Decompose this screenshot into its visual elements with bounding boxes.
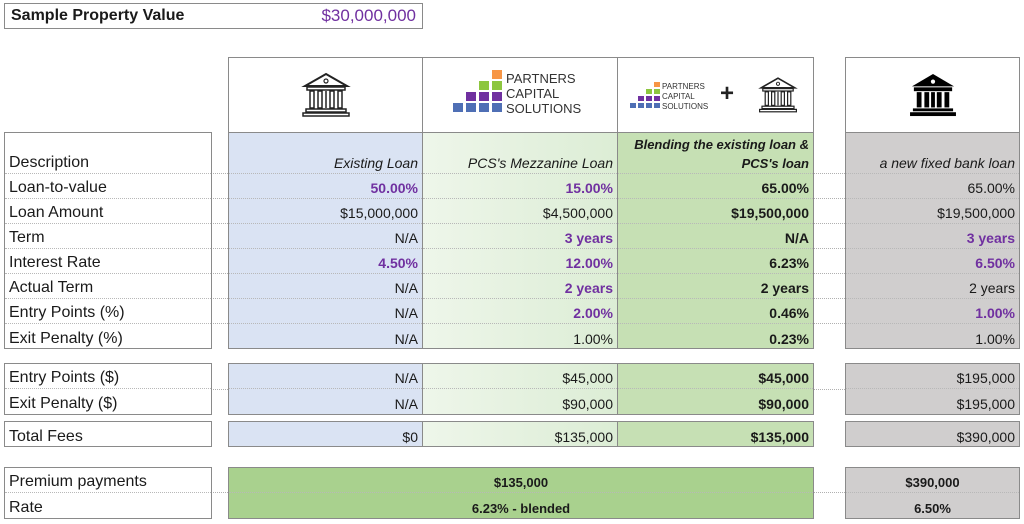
existing-total-box: $0	[228, 421, 423, 447]
bank-interest-rate: 6.50%	[846, 249, 1019, 274]
blended-term: N/A	[618, 224, 813, 249]
bank-loan-column: a new fixed bank loan 65.00% $19,500,000…	[845, 132, 1020, 349]
pcs-logo-text: PARTNERS CAPITAL SOLUTIONS	[506, 71, 582, 116]
pcs-total-fees: $135,000	[554, 429, 613, 445]
existing-entry-points-dollar: N/A	[229, 364, 422, 389]
label-exit-penalty-dollar: Exit Penalty ($)	[9, 395, 118, 412]
label-description: Description	[5, 149, 211, 174]
blended-rate: 6.23% - blended	[471, 501, 571, 516]
bank-exit-penalty-dollar: $195,000	[956, 396, 1015, 412]
label-loan-amount: Loan Amount	[5, 199, 211, 224]
header-bank-loan	[845, 57, 1020, 133]
label-loan-to-value: Loan-to-value	[5, 174, 211, 199]
bank-entry-points-dollar: $195,000	[846, 364, 1019, 389]
pcs-entry-points-dollar: $45,000	[423, 364, 617, 389]
existing-total-fees: $0	[402, 429, 418, 445]
pcs-entry-points-pct: 2.00%	[423, 299, 617, 324]
bank-total-box: $390,000	[845, 421, 1020, 447]
bank-summary: $390,000 6.50%	[845, 467, 1020, 519]
sample-property-label: Sample Property Value	[11, 7, 185, 24]
label-interest-rate: Interest Rate	[5, 249, 211, 274]
bank-rate: 6.50%	[914, 501, 951, 516]
fees-labels: Entry Points ($) Exit Penalty ($)	[4, 363, 212, 415]
existing-ltv: 50.00%	[229, 174, 422, 199]
bank-ltv: 65.00%	[846, 174, 1019, 199]
bank-fees: $195,000 $195,000	[845, 363, 1020, 415]
header-pcs-logo: PARTNERS CAPITAL SOLUTIONS	[422, 57, 618, 133]
pcs-exit-penalty-dollar: $90,000	[562, 396, 613, 412]
blended-interest-rate: 6.23%	[618, 249, 813, 274]
pcs-total-box: $135,000	[422, 421, 618, 447]
existing-entry-points-pct: N/A	[229, 299, 422, 324]
header-blended: PARTNERS CAPITAL SOLUTIONS +	[617, 57, 814, 133]
label-premium-payments: Premium payments	[5, 468, 211, 493]
labels-column: Description Loan-to-value Loan Amount Te…	[4, 132, 212, 349]
existing-fees: N/A N/A	[228, 363, 423, 415]
bank-entry-points-pct: 1.00%	[846, 299, 1019, 324]
label-exit-penalty-pct: Exit Penalty (%)	[9, 330, 123, 347]
existing-actual-term: N/A	[229, 274, 422, 299]
bank-loan-amount: $19,500,000	[846, 199, 1019, 224]
existing-exit-penalty-dollar: N/A	[394, 396, 418, 412]
label-rate: Rate	[9, 499, 43, 516]
label-term: Term	[5, 224, 211, 249]
bank-icon-filled	[909, 73, 956, 117]
existing-loan-amount: $15,000,000	[229, 199, 422, 224]
existing-loan-column: Existing Loan 50.00% $15,000,000 N/A 4.5…	[228, 132, 423, 349]
bank-actual-term: 2 years	[846, 274, 1019, 299]
label-entry-points-pct: Entry Points (%)	[5, 299, 211, 324]
bank-premium-payments: $390,000	[846, 468, 1019, 493]
existing-term: N/A	[229, 224, 422, 249]
blended-loan-column: Blending the existing loan & PCS's loan …	[617, 132, 814, 349]
blended-total-fees: $135,000	[750, 429, 809, 445]
sample-property-value-box: Sample Property Value $30,000,000	[4, 3, 423, 29]
bank-total-fees: $390,000	[956, 429, 1015, 445]
blended-summary: $135,000 6.23% - blended	[228, 467, 814, 519]
pcs-term: 3 years	[423, 224, 617, 249]
blended-ltv: 65.00%	[618, 174, 813, 199]
blended-fees: $45,000 $90,000	[617, 363, 814, 415]
bank-description: a new fixed bank loan	[846, 149, 1019, 174]
blended-exit-penalty-dollar: $90,000	[758, 396, 809, 412]
label-actual-term: Actual Term	[5, 274, 211, 299]
blended-entry-points-dollar: $45,000	[618, 364, 813, 389]
bank-exit-penalty-pct: 1.00%	[975, 331, 1015, 347]
blended-loan-amount: $19,500,000	[618, 199, 813, 224]
pcs-interest-rate: 12.00%	[423, 249, 617, 274]
pcs-actual-term: 2 years	[423, 274, 617, 299]
blended-actual-term: 2 years	[618, 274, 813, 299]
pcs-logo-icon	[453, 70, 503, 120]
blended-total-box: $135,000	[617, 421, 814, 447]
blended-premium-payments: $135,000	[229, 468, 813, 493]
blended-description: Blending the existing loan & PCS's loan	[618, 133, 813, 174]
pcs-loan-column: PCS's Mezzanine Loan 15.00% $4,500,000 3…	[422, 132, 618, 349]
bank-icon	[758, 77, 798, 113]
pcs-loan-amount: $4,500,000	[423, 199, 617, 224]
pcs-description: PCS's Mezzanine Loan	[423, 149, 617, 174]
sample-property-value: $30,000,000	[321, 6, 416, 25]
blended-exit-penalty-pct: 0.23%	[769, 331, 809, 347]
pcs-fees: $45,000 $90,000	[422, 363, 618, 415]
existing-interest-rate: 4.50%	[229, 249, 422, 274]
header-existing-loan	[228, 57, 423, 133]
bank-icon	[300, 72, 351, 117]
existing-exit-penalty-pct: N/A	[394, 331, 418, 347]
total-fees-label-box: Total Fees	[4, 421, 212, 447]
pcs-logo-small-icon	[630, 82, 660, 112]
pcs-ltv: 15.00%	[423, 174, 617, 199]
pcs-logo-small-text: PARTNERS CAPITAL SOLUTIONS	[662, 82, 709, 111]
blended-entry-points-pct: 0.46%	[618, 299, 813, 324]
pcs-exit-penalty-pct: 1.00%	[573, 331, 613, 347]
label-total-fees: Total Fees	[9, 428, 83, 445]
existing-description: Existing Loan	[229, 149, 422, 174]
plus-icon: +	[720, 80, 735, 107]
label-entry-points-dollar: Entry Points ($)	[5, 364, 211, 389]
bank-term: 3 years	[846, 224, 1019, 249]
summary-labels: Premium payments Rate	[4, 467, 212, 519]
